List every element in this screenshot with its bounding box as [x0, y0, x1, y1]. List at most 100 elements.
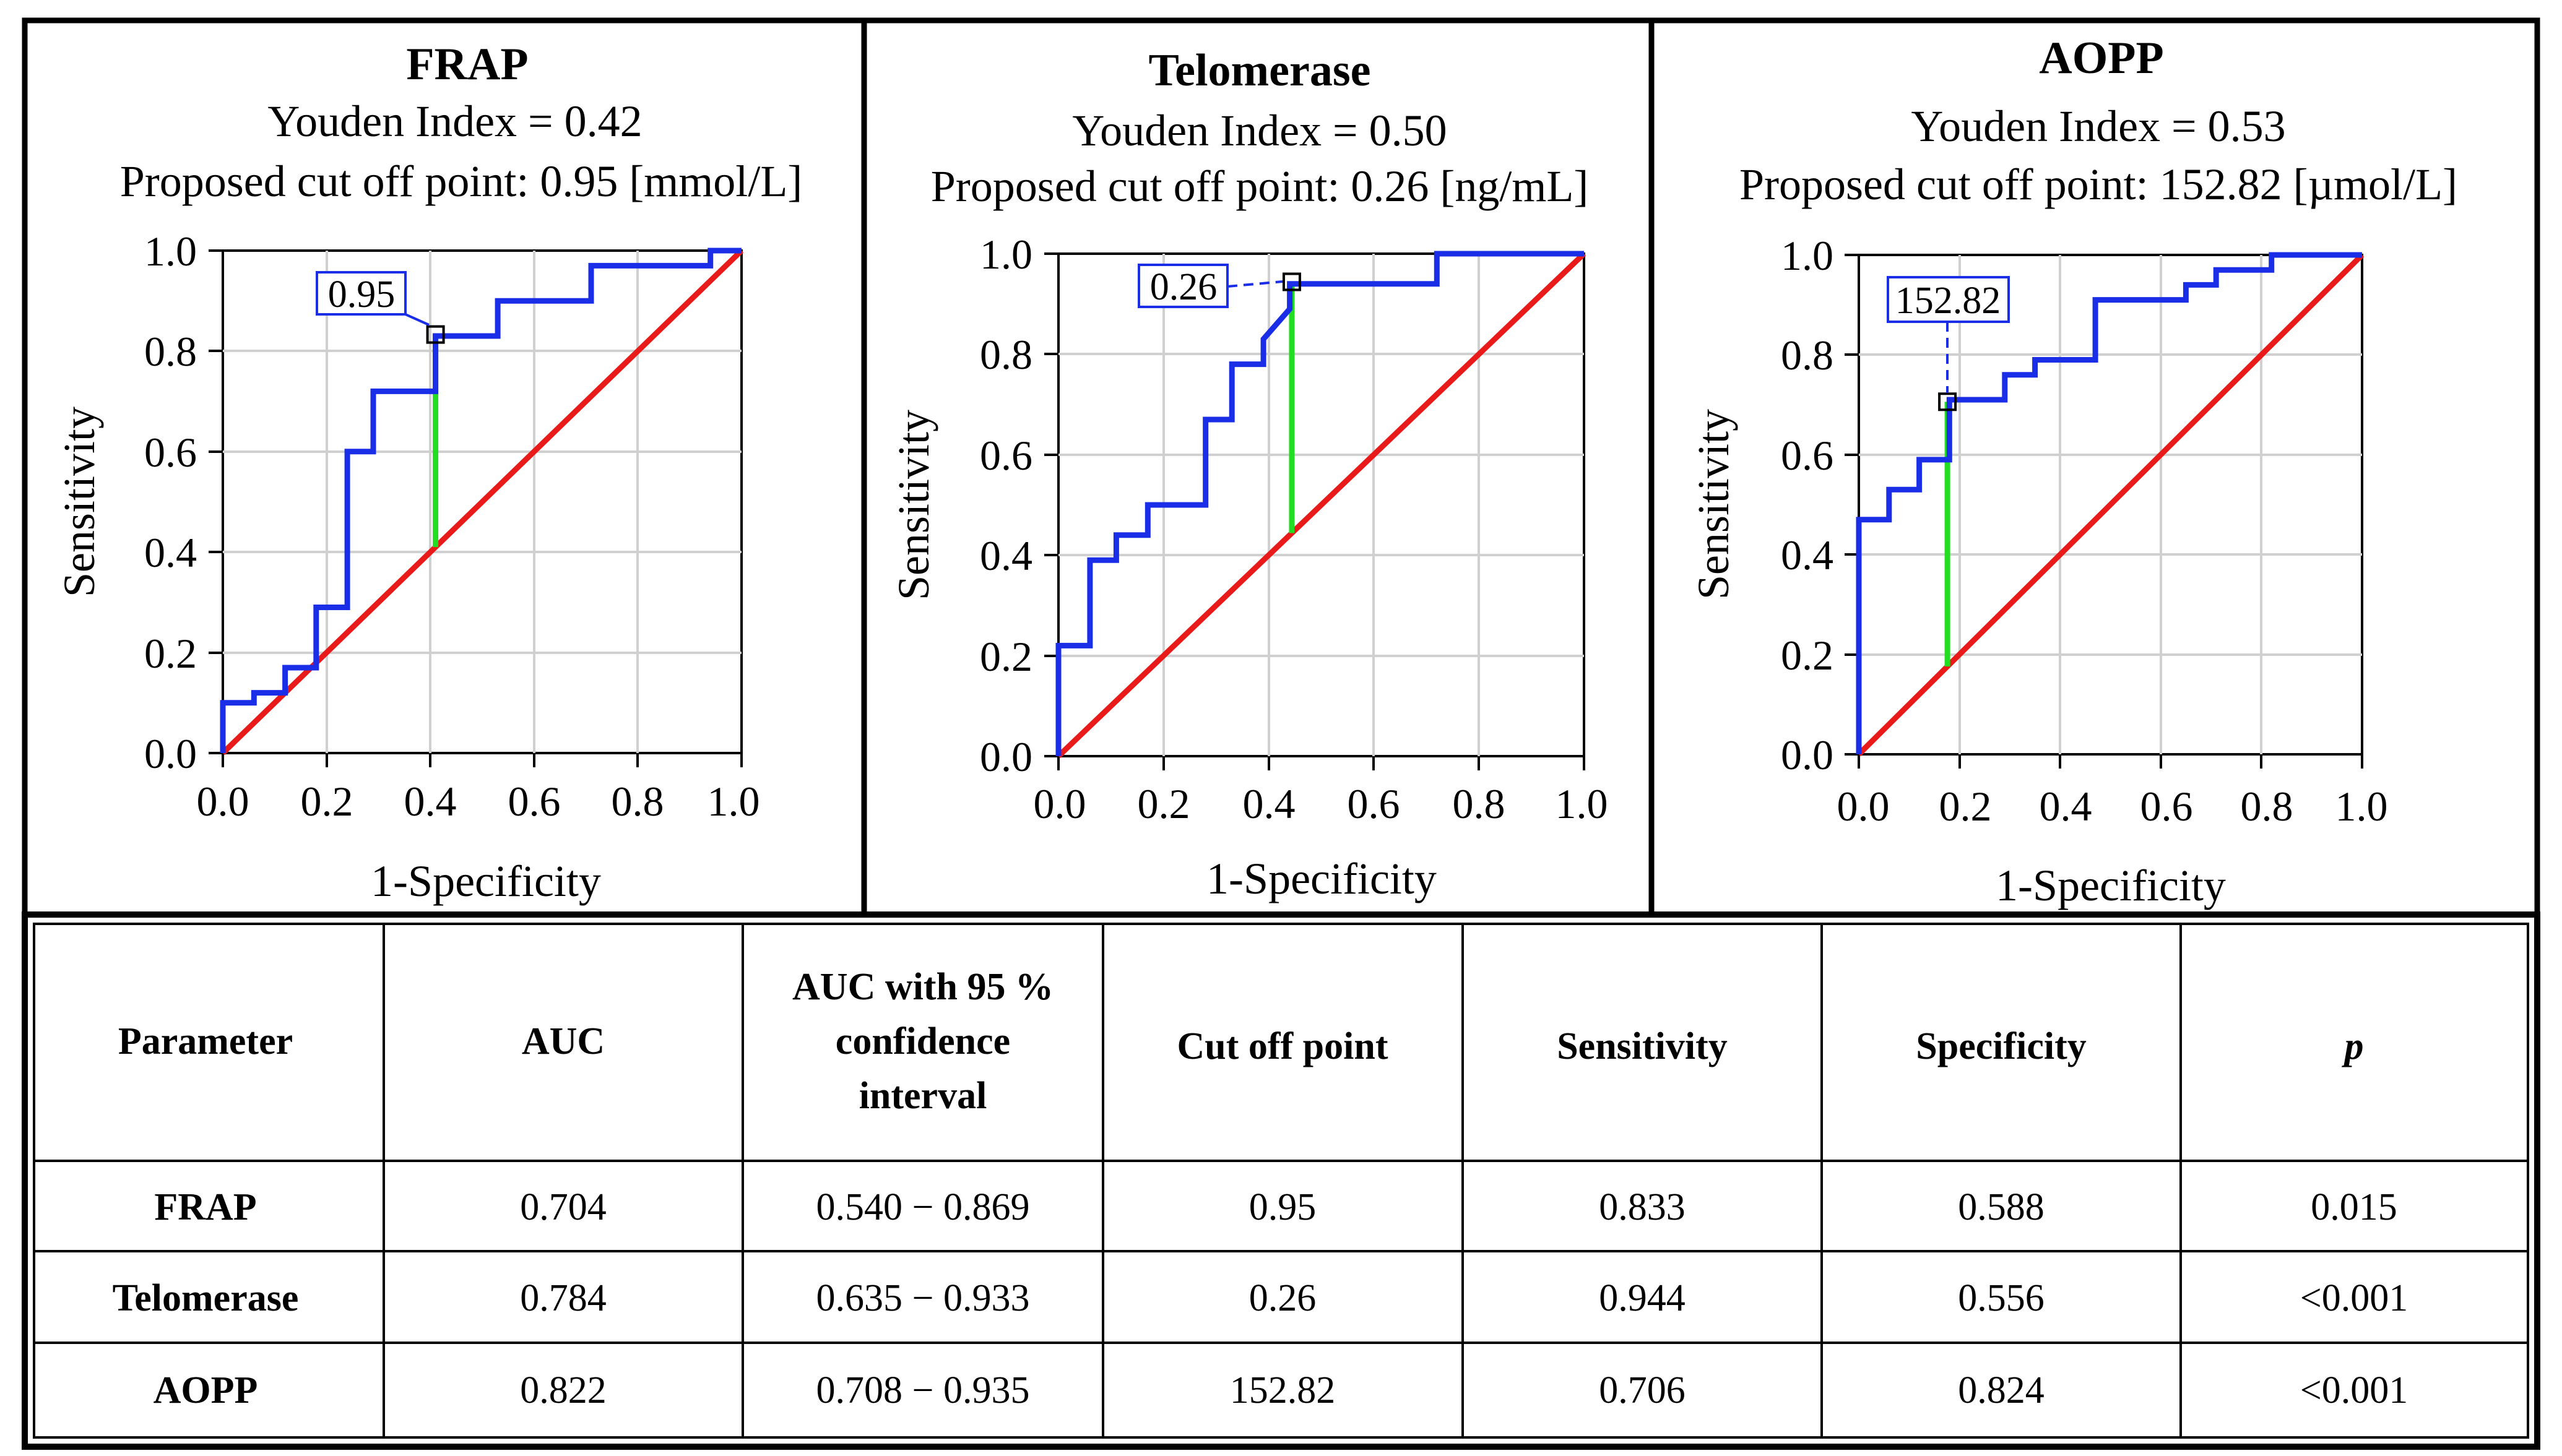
- x-tick-labels: 0.0 0.2 0.4 0.6 0.8 1.0: [197, 778, 760, 825]
- y-axis-label: Sensitivity: [1689, 409, 1738, 600]
- x-tick-label: 0.6: [1348, 780, 1400, 827]
- cut-point-marker: [426, 325, 445, 344]
- chart-title: FRAP: [406, 39, 528, 90]
- table-cell: 0.784: [520, 1277, 607, 1319]
- chart-subtitle-line-2: Proposed cut off point: 152.82 [µmol/L]: [1739, 160, 2457, 209]
- y-tick-labels: 0.0 0.2 0.4 0.6 0.8 1.0: [1781, 232, 1833, 778]
- table-cell-parameter: FRAP: [154, 1186, 256, 1228]
- x-tick-label: 0.6: [2140, 783, 2193, 830]
- y-axis-label: Sensitivity: [54, 407, 104, 597]
- table-cell: 0.708 − 0.935: [816, 1369, 1030, 1411]
- cut-point-label-box: [316, 271, 407, 316]
- table-cell: <0.001: [2300, 1369, 2408, 1411]
- table-frame: [22, 911, 2540, 1450]
- table-cell: 0.635 − 0.933: [816, 1277, 1030, 1319]
- summary-table: Parameter AUC AUC with 95 % confidence i…: [22, 911, 2540, 1450]
- table-cell: 0.556: [1958, 1277, 2045, 1319]
- table-header-cell: Cut off point: [1177, 1025, 1388, 1067]
- y-axis-label: Sensitivity: [889, 410, 938, 600]
- roc-curve: [220, 248, 742, 753]
- table-header-cell: AUC: [522, 1020, 605, 1062]
- x-tick-label: 0.4: [1243, 780, 1296, 827]
- chart-panel-frap: FRAP Youden Index = 0.42 Proposed cut of…: [54, 39, 802, 906]
- x-tick-label: 0.2: [1138, 780, 1190, 827]
- chart-panel-aopp: AOPP Youden Index = 0.53 Proposed cut of…: [1689, 33, 2457, 910]
- roc-curve: [1856, 252, 2362, 754]
- chart-subtitle-line-2: Proposed cut off point: 0.95 [mmol/L]: [120, 157, 803, 206]
- roc-curve: [1055, 251, 1584, 756]
- grid-lines: [1859, 255, 2362, 754]
- table-cell-parameter: Telomerase: [113, 1277, 299, 1319]
- table-header-cell: AUC with 95 %: [792, 966, 1054, 1008]
- y-tick-label: 0.8: [980, 331, 1032, 378]
- chart-subtitle-line-1: Youden Index = 0.53: [1911, 101, 2285, 151]
- table-header-cell: confidence: [836, 1020, 1010, 1062]
- x-tick-label: 0.0: [197, 778, 249, 825]
- chart-title: Telomerase: [1149, 45, 1371, 96]
- cut-point-label: 0.26: [1150, 266, 1218, 308]
- chart-subtitle-line-2: Proposed cut off point: 0.26 [ng/mL]: [931, 162, 1589, 211]
- table-row: Telomerase 0.784 0.635 − 0.933 0.26 0.94…: [113, 1277, 2408, 1319]
- table-inner-frame: [33, 923, 2529, 1439]
- table-cell: 0.833: [1599, 1186, 1686, 1228]
- chart-subtitle-line-1: Youden Index = 0.42: [267, 97, 642, 146]
- axis-ticks: [1044, 252, 1585, 770]
- y-tick-label: 0.6: [1781, 432, 1833, 479]
- axis-ticks: [1845, 254, 2363, 769]
- x-tick-labels: 0.0 0.2 0.4 0.6 0.8 1.0: [1034, 780, 1608, 827]
- reference-line: [1856, 252, 2365, 757]
- y-tick-labels: 0.0 0.2 0.4 0.6 0.8 1.0: [144, 228, 197, 777]
- cut-point-marker: [1282, 272, 1301, 291]
- table-cell: 0.95: [1249, 1186, 1317, 1228]
- table-row: AOPP 0.822 0.708 − 0.935 152.82 0.706 0.…: [154, 1369, 2408, 1411]
- x-tick-label: 0.0: [1034, 780, 1086, 827]
- x-tick-label: 1.0: [708, 778, 760, 825]
- x-tick-labels: 0.0 0.2 0.4 0.6 0.8 1.0: [1837, 783, 2388, 830]
- cut-point-leader: [405, 313, 430, 326]
- x-tick-label: 0.0: [1837, 783, 1890, 830]
- table-cell: 152.82: [1230, 1369, 1336, 1411]
- y-tick-label: 0.0: [1781, 731, 1833, 778]
- cut-point-label: 0.95: [328, 274, 396, 316]
- y-tick-label: 0.4: [144, 529, 197, 576]
- y-tick-label: 1.0: [1781, 232, 1833, 279]
- table-header-row: Parameter AUC AUC with 95 % confidence i…: [118, 966, 2364, 1117]
- y-tick-label: 0.6: [980, 432, 1032, 479]
- y-tick-label: 1.0: [144, 228, 197, 275]
- x-axis-label: 1-Specificity: [371, 856, 601, 906]
- x-tick-label: 0.8: [612, 778, 664, 825]
- table-header-cell: p: [2342, 1025, 2364, 1067]
- table-row: FRAP 0.704 0.540 − 0.869 0.95 0.833 0.58…: [154, 1186, 2397, 1228]
- table-cell: 0.540 − 0.869: [816, 1186, 1030, 1228]
- table-cell: 0.588: [1958, 1186, 2045, 1228]
- table-cell: 0.704: [520, 1186, 607, 1228]
- y-tick-label: 0.4: [980, 532, 1032, 579]
- x-tick-label: 0.8: [1453, 780, 1505, 827]
- x-tick-label: 1.0: [1556, 780, 1608, 827]
- table-cell: <0.001: [2300, 1277, 2408, 1319]
- y-tick-label: 0.2: [144, 630, 197, 677]
- x-tick-label: 0.2: [301, 778, 353, 825]
- y-tick-label: 0.0: [144, 730, 197, 777]
- cut-point-label-box: [1887, 276, 2010, 323]
- table-cell-parameter: AOPP: [154, 1369, 258, 1411]
- x-axis-label: 1-Specificity: [1996, 861, 2226, 910]
- table-cell: 0.944: [1599, 1277, 1686, 1319]
- y-tick-label: 0.2: [1781, 632, 1833, 679]
- cut-point-label: 152.82: [1895, 280, 2001, 322]
- grid-lines: [223, 251, 742, 753]
- x-tick-label: 0.8: [2241, 783, 2293, 830]
- y-tick-label: 0.4: [1781, 532, 1833, 579]
- grid-lines: [1058, 254, 1584, 756]
- y-tick-label: 0.8: [144, 328, 197, 375]
- table-cell: 0.824: [1958, 1369, 2045, 1411]
- cut-point-marker: [1938, 392, 1957, 411]
- chart-panel-telomerase: Telomerase Youden Index = 0.50 Proposed …: [889, 45, 1608, 903]
- y-tick-labels: 0.0 0.2 0.4 0.6 0.8 1.0: [980, 231, 1032, 780]
- y-tick-label: 0.0: [980, 733, 1032, 780]
- reference-line: [1056, 251, 1586, 759]
- y-tick-label: 0.8: [1781, 332, 1833, 379]
- x-axis-label: 1-Specificity: [1206, 854, 1437, 903]
- chart-subtitle-line-1: Youden Index = 0.50: [1072, 106, 1447, 155]
